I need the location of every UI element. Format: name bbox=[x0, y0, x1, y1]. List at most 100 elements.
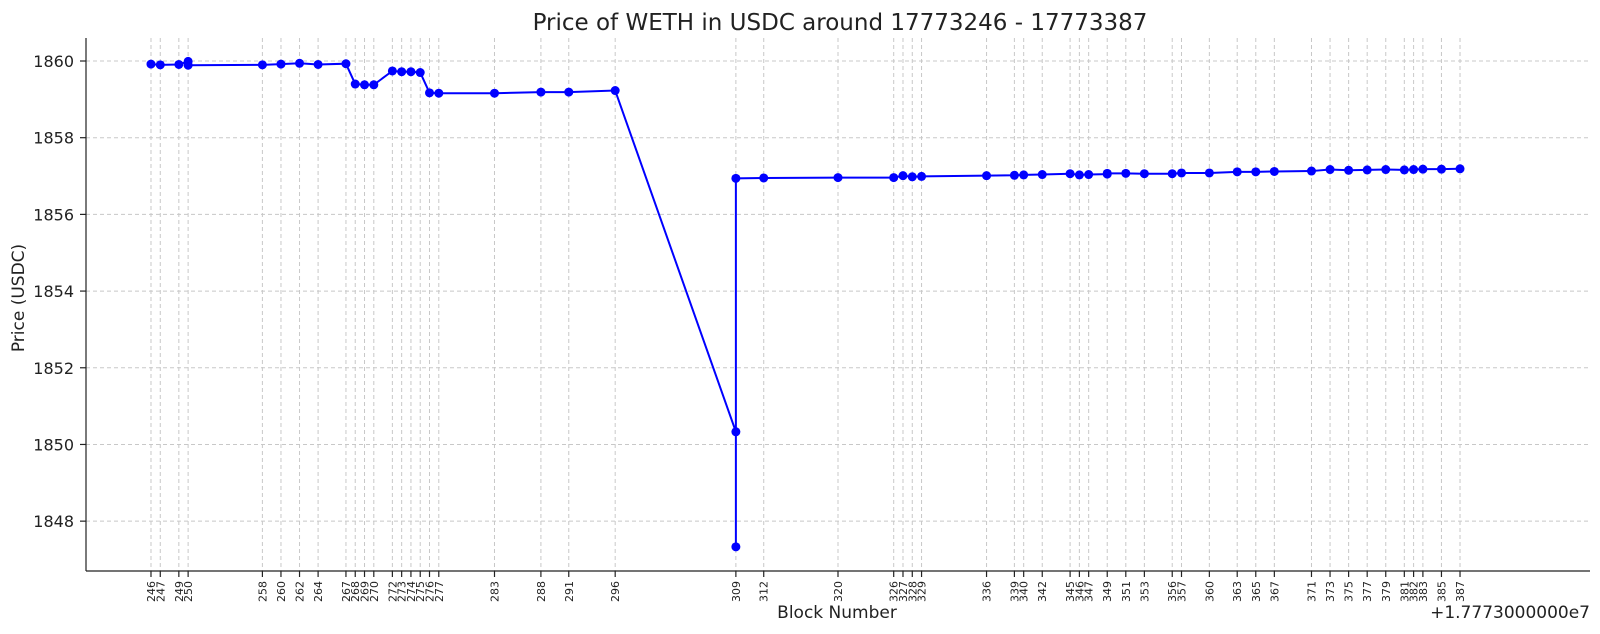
data-point bbox=[1251, 167, 1261, 177]
data-point bbox=[1269, 166, 1279, 176]
x-tick-label: 296 bbox=[609, 581, 622, 602]
x-tick-label: 327 bbox=[897, 581, 910, 602]
y-tick-label: 1858 bbox=[33, 129, 74, 148]
x-tick-label: 345 bbox=[1064, 581, 1077, 602]
data-point bbox=[898, 171, 908, 181]
data-point bbox=[155, 60, 165, 70]
x-tick-label: 363 bbox=[1231, 581, 1244, 602]
data-point bbox=[1232, 167, 1242, 177]
x-tick-label: 349 bbox=[1101, 581, 1114, 602]
x-tick-label: 336 bbox=[981, 581, 994, 602]
x-tick-label: 283 bbox=[488, 581, 501, 602]
x-tick-label: 357 bbox=[1176, 581, 1189, 602]
data-point bbox=[1455, 164, 1465, 174]
data-point bbox=[1418, 164, 1428, 174]
x-tick-label: 288 bbox=[535, 581, 548, 602]
data-point bbox=[1409, 165, 1419, 175]
x-tick-label: 309 bbox=[730, 581, 743, 602]
y-tick-label: 1850 bbox=[33, 435, 74, 454]
data-point bbox=[1436, 164, 1446, 174]
x-tick-label: 383 bbox=[1417, 581, 1430, 602]
data-point bbox=[1177, 168, 1187, 178]
y-tick-label: 1860 bbox=[33, 52, 74, 71]
x-tick-label: 258 bbox=[256, 581, 269, 602]
x-tick-label: 326 bbox=[888, 581, 901, 602]
data-point bbox=[1204, 168, 1214, 178]
data-point bbox=[1306, 166, 1316, 176]
x-tick-label: 272 bbox=[386, 581, 399, 602]
x-tick-label: 312 bbox=[758, 581, 771, 602]
y-ticks: 1848 1850 1852 1854 1856 1858 1860 bbox=[33, 52, 86, 531]
data-point bbox=[731, 427, 741, 437]
x-axis-label: Block Number bbox=[777, 603, 897, 623]
x-tick-label: 375 bbox=[1343, 581, 1356, 602]
x-tick-label: 264 bbox=[312, 581, 325, 602]
data-point bbox=[397, 67, 407, 77]
x-tick-label: 360 bbox=[1203, 581, 1216, 602]
data-point bbox=[1074, 170, 1084, 180]
data-point bbox=[415, 68, 425, 78]
data-point bbox=[1139, 169, 1149, 179]
x-tick-label: 382 bbox=[1408, 581, 1421, 602]
x-tick-label: 270 bbox=[368, 581, 381, 602]
x-tick-label: 373 bbox=[1324, 581, 1337, 602]
data-point bbox=[257, 60, 267, 70]
data-point bbox=[1121, 168, 1131, 178]
data-point bbox=[489, 88, 499, 98]
series-line bbox=[150, 60, 1461, 547]
x-tick-label: 329 bbox=[916, 581, 929, 602]
x-tick-label: 339 bbox=[1008, 581, 1021, 602]
x-tick-label: 340 bbox=[1018, 581, 1031, 602]
data-point bbox=[146, 59, 156, 69]
data-point bbox=[1009, 170, 1019, 180]
price-series bbox=[146, 56, 1465, 552]
data-point bbox=[610, 86, 620, 96]
data-point bbox=[1102, 168, 1112, 178]
data-point bbox=[425, 88, 435, 98]
data-point bbox=[731, 173, 741, 183]
x-tick-label: 274 bbox=[405, 581, 418, 602]
x-tick-label: 320 bbox=[832, 581, 845, 602]
data-point bbox=[341, 59, 351, 69]
x-tick-label: 277 bbox=[433, 581, 446, 602]
y-tick-label: 1848 bbox=[33, 512, 74, 531]
data-point bbox=[917, 171, 927, 181]
x-tick-label: 267 bbox=[340, 581, 353, 602]
x-tick-label: 247 bbox=[154, 581, 167, 602]
x-tick-label: 276 bbox=[424, 581, 437, 602]
data-point bbox=[889, 173, 899, 183]
data-point bbox=[183, 60, 193, 70]
data-point bbox=[1167, 169, 1177, 179]
x-tick-label: 291 bbox=[563, 581, 576, 602]
data-point bbox=[174, 59, 184, 69]
y-tick-label: 1852 bbox=[33, 359, 74, 378]
x-tick-label: 246 bbox=[145, 581, 158, 602]
data-point bbox=[360, 80, 370, 90]
x-tick-label: 250 bbox=[182, 581, 195, 602]
x-tick-label: 269 bbox=[359, 581, 372, 602]
data-point bbox=[1325, 165, 1335, 175]
x-tick-label: 260 bbox=[275, 581, 288, 602]
data-point bbox=[276, 59, 286, 69]
data-point bbox=[1362, 165, 1372, 175]
data-point bbox=[369, 80, 379, 90]
y-axis-label: Price (USDC) bbox=[9, 244, 29, 352]
x-tick-label: 342 bbox=[1036, 581, 1049, 602]
grid-lines bbox=[86, 38, 1590, 571]
x-tick-label: 387 bbox=[1454, 581, 1467, 602]
x-tick-label: 249 bbox=[173, 581, 186, 602]
data-point bbox=[833, 173, 843, 183]
data-point bbox=[759, 173, 769, 183]
data-point bbox=[387, 66, 397, 76]
x-tick-label: 356 bbox=[1166, 581, 1179, 602]
x-tick-label: 381 bbox=[1398, 581, 1411, 602]
data-point bbox=[1037, 170, 1047, 180]
x-tick-label: 347 bbox=[1083, 581, 1096, 602]
x-tick-label: 353 bbox=[1138, 581, 1151, 602]
data-point bbox=[982, 171, 992, 181]
data-point bbox=[1084, 170, 1094, 180]
data-point bbox=[731, 542, 741, 552]
chart-title: Price of WETH in USDC around 17773246 - … bbox=[533, 10, 1148, 36]
x-tick-label: 273 bbox=[396, 581, 409, 602]
